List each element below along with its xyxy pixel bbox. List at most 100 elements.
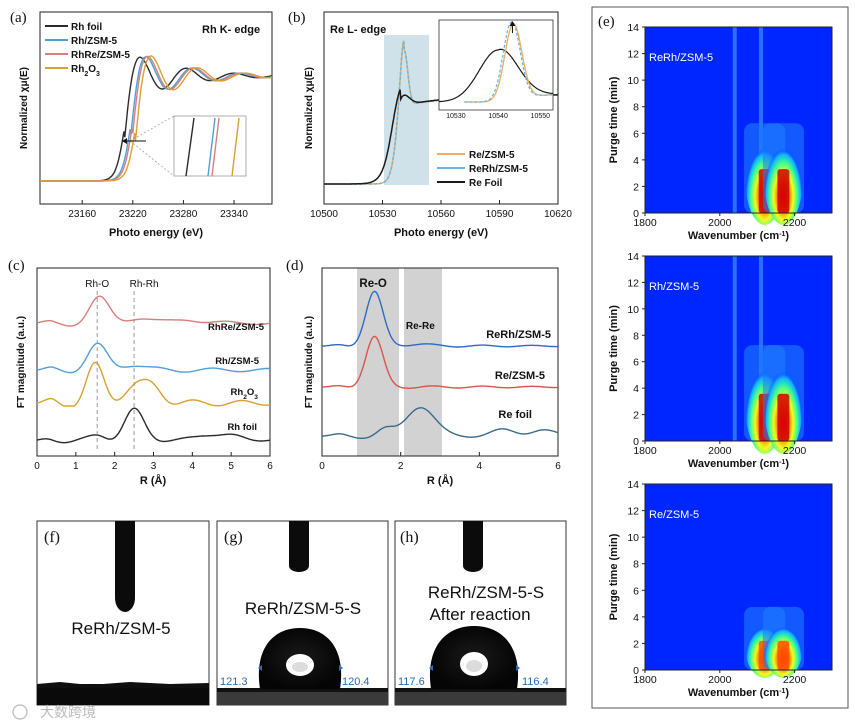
- panel-d-curves: ReRh/ZSM-5 Re/ZSM-5 Re foil Re-O Re-Re: [322, 278, 559, 439]
- heatmap-1-ytick-label-2: 4: [633, 383, 639, 395]
- panel-a-legend-label-3: Rh2O3: [71, 64, 100, 78]
- panel-d-xtick-label-1: 2: [398, 461, 404, 472]
- panel-a-xtick-label-0: 23160: [68, 209, 96, 220]
- heatmap-2-ytick-label-6: 12: [627, 506, 639, 518]
- heatmap-2-ytick-label-0: 0: [633, 665, 639, 677]
- panel-f-letter: (f): [44, 529, 60, 546]
- panel-c-curve-2: [36, 361, 271, 407]
- panel-c-xtick-label-1: 1: [73, 461, 79, 472]
- heatmap-1-ytick-label-0: 0: [633, 436, 639, 448]
- panel-d: (d) ReRh/ZSM-5 Re/ZSM-5 Re foil Re-O Re-Re 0…: [286, 258, 561, 487]
- heatmap-1-xtick-label-0: 1800: [633, 445, 657, 457]
- heatmap-2-label: Re/ZSM-5: [649, 509, 699, 521]
- panel-f-needle: [115, 521, 135, 596]
- panel-a-legend-label-0: Rh foil: [71, 22, 102, 33]
- panel-g-needle: [289, 521, 309, 565]
- panel-c-ylabel: FT magnitude (a.u.): [16, 316, 27, 408]
- panel-a-title: Rh K- edge: [202, 24, 260, 36]
- panel-c-series-label-0: RhRe/ZSM-5: [208, 322, 265, 333]
- panel-c-xtick-label-2: 2: [112, 461, 118, 472]
- heatmap-0-xtick-label-1: 2000: [708, 217, 732, 229]
- panel-h-label-line1: ReRh/ZSM-5-S: [428, 583, 544, 602]
- heatmap-0-ytick-label-6: 12: [627, 49, 639, 61]
- heatmap-2-xtick-label-1: 2000: [708, 674, 732, 686]
- panel-c-series-label-3: Rh foil: [227, 422, 257, 433]
- panel-b-inset-curve-refoil: [438, 48, 554, 103]
- panel-d-xtick-label-3: 6: [555, 461, 561, 472]
- panel-d-series-label-0: ReRh/ZSM-5: [486, 329, 551, 341]
- panel-d-annotation-0: Re-O: [359, 278, 387, 290]
- panel-h-angle-left: 117.6: [398, 676, 425, 688]
- panel-f-substrate: [37, 684, 209, 705]
- panel-d-shade-rere: [404, 268, 442, 456]
- heatmap-1-ytick-label-5: 10: [627, 304, 639, 316]
- heatmap-0-xtick-label-2: 2200: [783, 217, 807, 229]
- panel-g-label: ReRh/ZSM-5-S: [245, 599, 361, 618]
- panel-d-annotation-1: Re-Re: [406, 321, 435, 332]
- heatmap-0-xtick-label-0: 1800: [633, 217, 657, 229]
- heatmap-0-core-1: [777, 169, 790, 213]
- heatmap-2-ytick-label-5: 10: [627, 532, 639, 544]
- heatmap-1-label: Rh/ZSM-5: [649, 281, 699, 293]
- panel-c-curve-1: [36, 342, 271, 374]
- panel-b-inset-tick-label-0: 10530: [446, 113, 466, 120]
- panel-b-inset-tick-label-1: 10540: [488, 113, 508, 120]
- panel-b-title: Re L- edge: [330, 24, 386, 36]
- panel-b-xlabel: Photo energy (eV): [394, 227, 488, 239]
- panel-b-inset-curve-rerh: [464, 21, 553, 103]
- panel-d-axes: 0 2 4 6: [319, 452, 561, 472]
- heatmap-1-xtick-label-2: 2200: [783, 445, 807, 457]
- panel-c-xlabel: R (Å): [140, 474, 167, 487]
- panel-h-letter: (h): [400, 529, 419, 546]
- heatmap-0-frame: [644, 26, 833, 214]
- panel-h-needle: [463, 521, 483, 565]
- heatmap-1-ytick-label-4: 8: [633, 330, 639, 342]
- heatmap-0-xlabel: Wavenumber (cm-1): [688, 230, 790, 242]
- panel-a-legend-label-1: Rh/ZSM-5: [71, 36, 118, 47]
- panel-a-frame: [39, 11, 273, 205]
- watermark: 大数跨境: [12, 704, 96, 720]
- heatmap-1: Rh/ZSM-5 0 2 4 6 8 10 12 14 1800 2000 2200Wavenumbe…: [608, 251, 833, 470]
- panel-a-letter: (a): [10, 10, 27, 26]
- heatmap-2-ytick-label-7: 14: [627, 479, 639, 491]
- panel-a-curve-3: [40, 55, 273, 182]
- panel-d-xlabel: R (Å): [427, 474, 454, 487]
- panel-d-curve-0: [322, 290, 558, 348]
- heatmap-0-streak-1: [758, 27, 763, 213]
- panel-a-curves: [40, 55, 273, 182]
- panel-g-letter: (g): [224, 529, 243, 546]
- panel-g: (g) ReRh/ZSM-5-S 121.3 120.4: [216, 520, 389, 706]
- panel-d-curve-2: [322, 407, 559, 439]
- panel-c-xtick-label-0: 0: [34, 461, 40, 472]
- heatmap-0-streak-0: [732, 27, 737, 213]
- panel-a-xtick-label-1: 23220: [119, 209, 147, 220]
- panel-c-xtick-label-3: 3: [151, 461, 157, 472]
- panel-b-inset-curves: 10530 10540 10550: [438, 21, 554, 120]
- heatmap-2: Re/ZSM-5 0 2 4 6 8 10 12 14 1800 2000 2200Wavenumbe…: [608, 479, 833, 699]
- panel-c-series-label-2: Rh2O3: [231, 387, 259, 401]
- panel-a-legend: Rh foil Rh/ZSM-5 RhRe/ZSM-5 Rh2O3: [45, 22, 130, 78]
- heatmap-1-ylabel: Purge time (min): [608, 305, 620, 392]
- panel-d-series-label-1: Re/ZSM-5: [495, 370, 545, 382]
- heatmap-1-streak-0: [732, 256, 737, 441]
- heatmap-1-ytick-label-6: 12: [627, 277, 639, 289]
- panel-a: (a) Rh K- edge Rh foil Rh/ZSM-5 RhRe/ZSM-5…: [10, 10, 273, 239]
- panel-f: (f) ReRh/ZSM-5: [36, 520, 210, 706]
- heatmap-0-ytick-label-3: 6: [633, 128, 639, 140]
- panel-a-ylabel: Normalized χμ(E): [19, 67, 30, 149]
- heatmap-0-ytick-label-5: 10: [627, 75, 639, 87]
- panel-e-letter: (e): [598, 14, 615, 30]
- panel-e-outer-frame: [591, 6, 849, 709]
- heatmap-0-ylabel: Purge time (min): [608, 76, 620, 163]
- panel-c-xtick-label-4: 4: [190, 461, 196, 472]
- heatmap-2-ytick-label-2: 4: [633, 612, 639, 624]
- heatmap-0-ytick-label-0: 0: [633, 208, 639, 220]
- panel-b-letter: (b): [288, 10, 306, 26]
- heatmap-0-ytick-label-1: 2: [633, 181, 639, 193]
- panel-a-zoom-inset: [173, 115, 247, 177]
- panel-b-legend: Re/ZSM-5 ReRh/ZSM-5 Re Foil: [437, 150, 528, 189]
